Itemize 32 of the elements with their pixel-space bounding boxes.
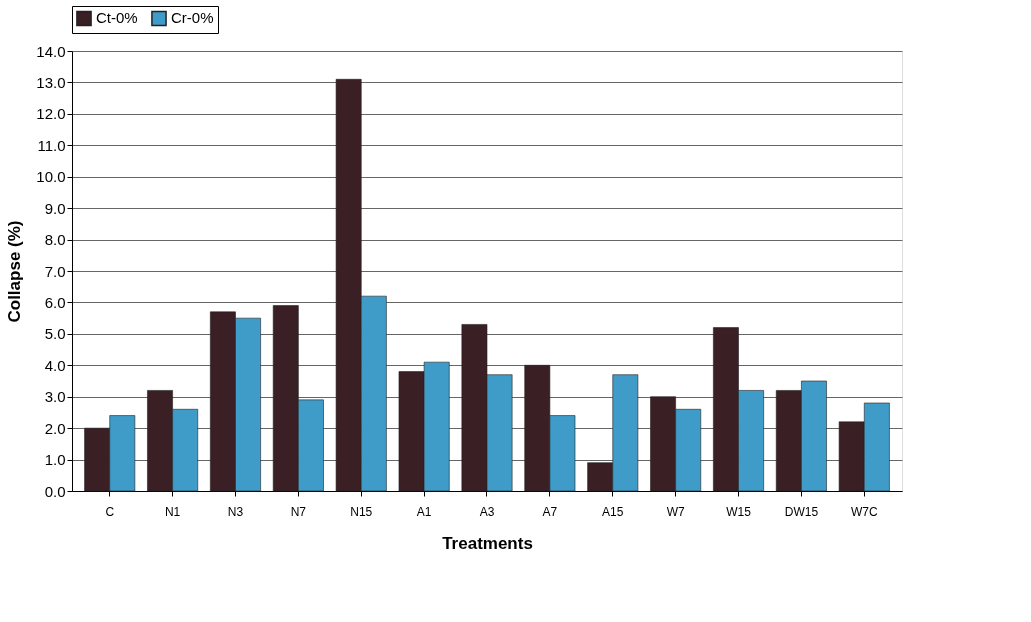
x-tick-label: N7 — [290, 504, 307, 519]
x-tick-label: A7 — [542, 504, 558, 519]
x-tick-label: C — [105, 504, 115, 519]
y-tick-label: 0.0 — [44, 482, 66, 500]
y-tick-label: 8.0 — [44, 231, 66, 249]
y-tick-label: 5.0 — [44, 325, 66, 343]
y-tick-label: 4.0 — [44, 356, 66, 374]
x-axis-title: Treatments — [442, 533, 533, 553]
x-tick-label: A15 — [602, 504, 624, 519]
x-tick-label: N1 — [164, 504, 181, 519]
x-tick-label: W7C — [850, 504, 878, 519]
y-tick-label: 10.0 — [36, 168, 66, 186]
y-tick-label: 9.0 — [44, 199, 66, 217]
x-tick-label: A3 — [479, 504, 495, 519]
x-tick-label: W7 — [666, 504, 685, 519]
y-tick-label: 13.0 — [36, 73, 66, 91]
y-tick-label: 3.0 — [44, 388, 66, 406]
x-tick-label: DW15 — [784, 504, 819, 519]
x-tick-label: N15 — [350, 504, 373, 519]
x-tick-label: N3 — [227, 504, 244, 519]
y-tick-label: 12.0 — [36, 105, 66, 123]
y-tick-label: 6.0 — [44, 293, 66, 311]
legend-label: Cr-0% — [171, 9, 214, 27]
y-tick-label: 2.0 — [44, 419, 66, 437]
y-axis-title: Collapse (%) — [5, 220, 25, 323]
y-tick-label: 7.0 — [44, 262, 66, 280]
y-tick-label: 11.0 — [37, 136, 66, 154]
y-tick-label: 1.0 — [44, 451, 66, 469]
x-tick-label: W15 — [726, 504, 752, 519]
y-tick-label: 14.0 — [36, 42, 66, 60]
x-tick-label: A1 — [416, 504, 432, 519]
legend-label: Ct-0% — [96, 9, 138, 27]
